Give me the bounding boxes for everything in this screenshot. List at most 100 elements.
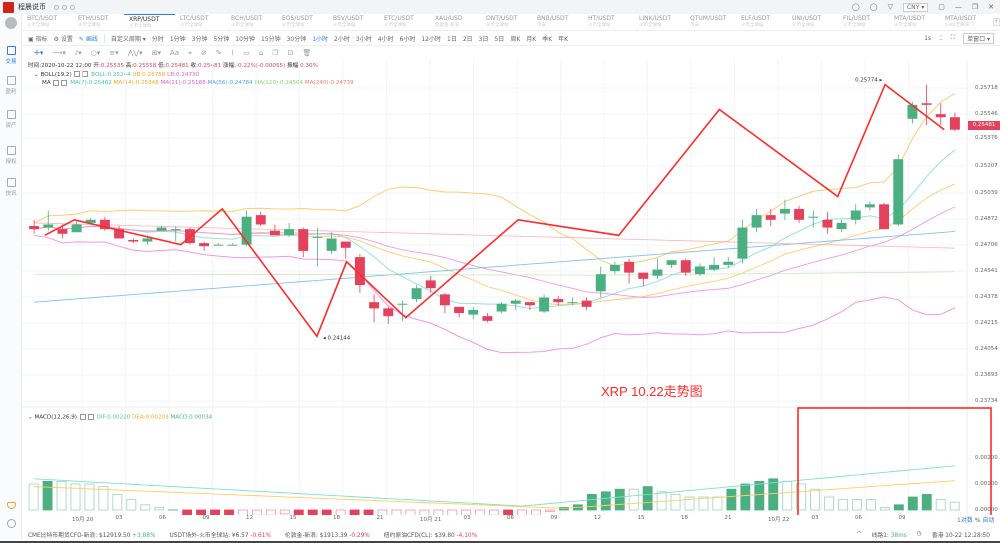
draw-button[interactable]: ✎ 画线 bbox=[78, 35, 98, 43]
trash-icon[interactable]: 🗑 bbox=[302, 49, 312, 57]
period-4[interactable]: 10分钟 bbox=[235, 35, 255, 43]
ticker-item[interactable]: USDT场外-火币全球站: ¥6.57 -0.61% bbox=[169, 532, 271, 539]
tab-bsv-usdt[interactable]: BSV/USDT 火币全球站 bbox=[333, 15, 364, 28]
period-13[interactable]: 1日 bbox=[447, 35, 457, 43]
period-11[interactable]: 6小时 bbox=[399, 35, 416, 43]
period-0[interactable]: 分时 bbox=[151, 35, 164, 43]
shirt-icon[interactable]: ▽ bbox=[887, 3, 893, 11]
tab-mta-usdt[interactable]: MTA/USDT Gate芝麻开门 bbox=[945, 15, 976, 28]
period-19[interactable]: 季K bbox=[542, 35, 553, 43]
tab-eos-usdt[interactable]: EOS/USDT 火币全球站 bbox=[282, 15, 313, 28]
hide-icon[interactable]: ⊘ bbox=[201, 49, 207, 57]
period-18[interactable]: 月K bbox=[526, 35, 537, 43]
boll-settings-icon[interactable] bbox=[74, 71, 81, 77]
period-10[interactable]: 4小时 bbox=[377, 35, 394, 43]
custom-period-dropdown[interactable]: 自定义周期 ▾ bbox=[110, 35, 146, 43]
circle-tool-icon[interactable]: ○▾ bbox=[90, 49, 101, 57]
close-icon[interactable]: ✕ bbox=[988, 3, 994, 11]
tab-etc-usdt[interactable]: ETC/USDT 火币全球站 bbox=[384, 15, 414, 28]
currency-select[interactable]: CNY ▾ bbox=[902, 2, 929, 12]
sidebar-item-news[interactable]: 快讯 bbox=[0, 178, 22, 197]
sidebar-item-auth[interactable]: 授权 bbox=[0, 146, 22, 165]
tab-bch-usdt[interactable]: BCH/USDT 火币全球站 bbox=[231, 15, 263, 28]
period-15[interactable]: 3日 bbox=[478, 35, 489, 43]
tab-xau-usd[interactable]: XAU/USD 伦敦金-新浪 bbox=[435, 15, 463, 28]
vip-icon[interactable] bbox=[7, 502, 16, 509]
period-7[interactable]: 1小时 bbox=[312, 35, 329, 43]
period-3[interactable]: 5分钟 bbox=[213, 35, 230, 43]
tab-ht-usdt[interactable]: HT/USDT 火币全球站 bbox=[588, 15, 615, 28]
tab-qtum-usdt[interactable]: QTUM/USDT 币安 bbox=[690, 15, 727, 28]
ruler-icon[interactable]: ▭ bbox=[243, 49, 250, 57]
log-scale-toggle[interactable]: 1对数 bbox=[957, 517, 973, 524]
indicator-button[interactable]: ▣ 指标 bbox=[28, 35, 48, 43]
period-6[interactable]: 30分钟 bbox=[286, 35, 307, 43]
auto-scale-toggle[interactable]: 自动 bbox=[982, 517, 995, 524]
period-2[interactable]: 3分钟 bbox=[191, 35, 208, 43]
copy-icon[interactable]: ❐ bbox=[272, 49, 279, 57]
screenshot-icon[interactable]: ⊡ bbox=[287, 49, 294, 57]
lock-icon[interactable]: ⌂ bbox=[258, 49, 264, 57]
tab-fil-usdt[interactable]: FIL/USDT 火币全球站 bbox=[843, 15, 871, 28]
add-tab-button[interactable]: + bbox=[993, 18, 1000, 26]
sidebar-item-trade[interactable]: 交易 bbox=[0, 46, 22, 65]
tab-mta-usdt[interactable]: MTA/USDT 火币全球站 bbox=[894, 15, 925, 28]
macd-settings-icon[interactable] bbox=[79, 414, 86, 420]
time-tick: 21 bbox=[376, 515, 384, 521]
settings-button[interactable]: ⚙ 设置 bbox=[53, 35, 73, 43]
tab-eth-usdt[interactable]: ETH/USDT 火币全球站 bbox=[78, 15, 109, 28]
period-8[interactable]: 2小时 bbox=[334, 35, 350, 43]
ticker-item[interactable]: 纽约原油CFD(CL): $39.80 -4.10% bbox=[383, 532, 478, 539]
ma-close-icon[interactable] bbox=[61, 79, 68, 86]
tab-link-usdt[interactable]: LINK/USDT 火币全球站 bbox=[639, 15, 672, 28]
price-chart[interactable]: 0.25774 ▸ ◂ 0.24144 bbox=[22, 60, 1000, 515]
measure-tool-icon[interactable]: ⊞▾ bbox=[151, 49, 161, 57]
tab-xrp-usdt[interactable]: XRP/USDT 火币全球站 bbox=[124, 14, 175, 30]
pencil-icon[interactable]: ✎ bbox=[215, 49, 222, 57]
tab-elf-usdt[interactable]: ELF/USDT 火币全球站 bbox=[741, 15, 771, 28]
fullscreen-icon[interactable]: ⛶ bbox=[950, 34, 956, 41]
fib-tool-icon[interactable]: ≡▾ bbox=[109, 49, 119, 57]
restore-icon[interactable]: ▢ bbox=[938, 3, 945, 11]
globe-icon[interactable] bbox=[5, 17, 17, 29]
period-12[interactable]: 12小时 bbox=[421, 35, 441, 43]
sidebar-item-assets[interactable]: 资产 bbox=[0, 110, 22, 129]
period-9[interactable]: 3小时 bbox=[355, 35, 372, 43]
price-tick: 0.25376 bbox=[975, 135, 998, 141]
ma-settings-icon[interactable] bbox=[53, 79, 60, 86]
period-5[interactable]: 15分钟 bbox=[260, 35, 281, 43]
refresh-rate[interactable]: 1s bbox=[924, 34, 932, 42]
ticker-item[interactable]: CME比特币期货CFD-新浪: $12919.50 +3.88% bbox=[28, 532, 156, 539]
tab-uni-usdt[interactable]: UNI/USDT 火币全球站 bbox=[792, 15, 822, 28]
macd-close-icon[interactable] bbox=[87, 414, 94, 420]
maximize-icon[interactable]: ❐ bbox=[971, 3, 979, 11]
period-1[interactable]: 1分钟 bbox=[169, 35, 186, 43]
window-mode-select[interactable]: 单窗口 ▾ bbox=[963, 32, 994, 44]
tab-btc-usdt[interactable]: BTC/USDT 火币全球站 bbox=[27, 15, 58, 28]
minimize-icon[interactable]: — bbox=[954, 3, 962, 11]
chat-icon[interactable]: ◯ bbox=[869, 3, 878, 11]
boll-close-icon[interactable] bbox=[82, 71, 89, 77]
wave-tool-icon[interactable]: ⋀⋁▾ bbox=[127, 49, 143, 57]
period-14[interactable]: 2日 bbox=[462, 35, 473, 43]
ticker-item[interactable]: 伦敦金-新浪: $1913.39 -0.29% bbox=[284, 532, 370, 539]
notification-icon[interactable]: ◯ bbox=[851, 3, 860, 11]
sidebar-item-profit[interactable]: 盈利 bbox=[0, 76, 22, 95]
line-tool-icon[interactable]: ⟶▾ bbox=[52, 49, 66, 57]
tab-bnb-usdt[interactable]: BNB/USDT 币安 bbox=[537, 15, 569, 28]
settings-gear-icon[interactable] bbox=[7, 519, 16, 528]
magnet-icon[interactable]: ⌖ bbox=[188, 48, 193, 57]
period-16[interactable]: 5日 bbox=[494, 35, 505, 43]
brush-icon[interactable]: ⌇ bbox=[230, 49, 235, 57]
period-17[interactable]: 周K bbox=[510, 35, 521, 43]
parallel-tool-icon[interactable]: ⫽▾ bbox=[74, 48, 82, 57]
text-tool-icon[interactable]: Aa bbox=[170, 49, 180, 57]
time-tick: 09 bbox=[898, 515, 906, 521]
period-20[interactable]: 年K bbox=[558, 35, 569, 43]
grid-icon[interactable]: ⁚⁚ bbox=[939, 34, 943, 42]
crosshair-tool-icon[interactable]: ✛▾ bbox=[34, 49, 44, 57]
tab-ltc-usdt[interactable]: LTC/USDT 火币全球站 bbox=[180, 15, 209, 28]
tab-ont-usdt[interactable]: ONT/USDT 火币全球站 bbox=[486, 15, 518, 28]
percent-scale-toggle[interactable]: % bbox=[974, 517, 981, 524]
time-tick: 18 bbox=[333, 515, 340, 521]
